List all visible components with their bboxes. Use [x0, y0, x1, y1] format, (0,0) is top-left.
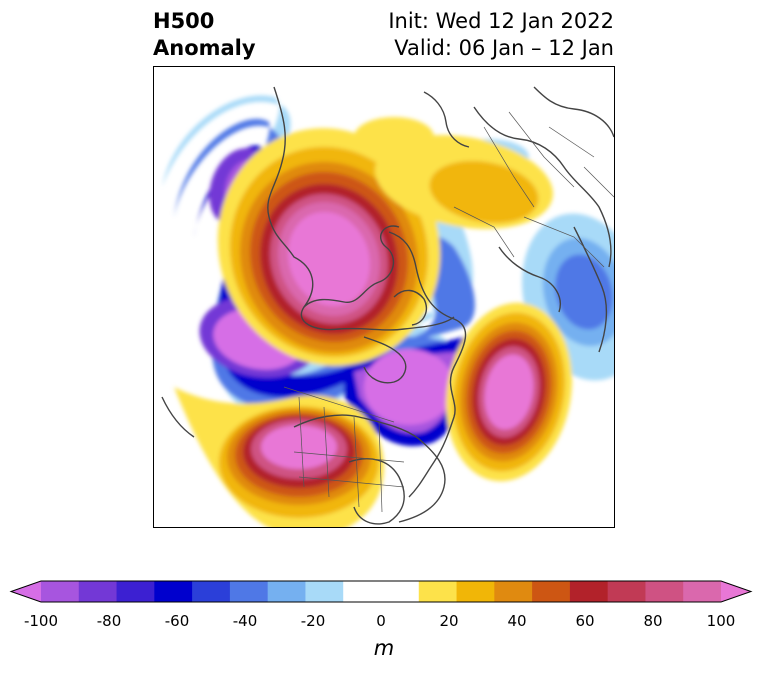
colorbar-segment [645, 581, 684, 602]
colorbar-segment [192, 581, 231, 602]
colorbar-tick-label: 0 [376, 612, 386, 630]
colorbar-segment [41, 581, 80, 602]
colorbar-tick-label: 60 [575, 612, 595, 630]
colorbar-segment [494, 581, 533, 602]
init-date: Init: Wed 12 Jan 2022 [388, 9, 614, 33]
colorbar-segment [154, 581, 193, 602]
colorbar-segment [607, 581, 646, 602]
colorbar-segment [229, 581, 269, 602]
colorbar-tick-label: 100 [706, 612, 736, 630]
borders [283, 111, 614, 513]
colorbar-tick-label: -100 [23, 612, 59, 630]
colorbar-unit: m [373, 636, 395, 660]
colorbar-segment [569, 581, 609, 602]
colorbar-segment [381, 581, 420, 602]
title-line-2: Anomaly [153, 36, 256, 60]
positive-anomaly-southwest [174, 387, 384, 527]
colorbar-segment [683, 581, 722, 602]
colorbar-tick-label: -20 [300, 612, 326, 630]
valid-range: Valid: 06 Jan – 12 Jan [394, 36, 614, 60]
anomaly-map [153, 66, 615, 528]
map-canvas [161, 86, 614, 527]
positive-anomaly-arctic [354, 117, 553, 229]
colorbar-tick-label: 40 [507, 612, 527, 630]
colorbar-extend-max [721, 581, 751, 602]
colorbar-segment [78, 581, 118, 602]
chart-title: H500 Anomaly [153, 8, 256, 62]
colorbar-segment [418, 581, 458, 602]
colorbar-segment [532, 581, 571, 602]
positive-anomaly-atlantic [445, 302, 573, 482]
colorbar-ticks: -100 -80 -60 -40 -20 0 20 40 60 80 100 [0, 612, 768, 632]
date-info: Init: Wed 12 Jan 2022 Valid: 06 Jan – 12… [388, 8, 614, 62]
colorbar-tick-label: -80 [96, 612, 122, 630]
colorbar-segment [305, 581, 344, 602]
colorbar-tick-label: -60 [164, 612, 190, 630]
colorbar [9, 580, 758, 604]
title-line-1: H500 [153, 9, 215, 33]
colorbar-extend-min [11, 581, 41, 602]
colorbar-segment [343, 581, 382, 602]
colorbar-tick-label: 80 [643, 612, 663, 630]
colorbar-outline [9, 580, 753, 603]
colorbar-segment [267, 581, 306, 602]
colorbar-tick-label: -40 [232, 612, 258, 630]
colorbar-segment [116, 581, 155, 602]
coastlines [161, 86, 614, 525]
colorbar-segment [456, 581, 495, 602]
colorbar-tick-label: 20 [439, 612, 459, 630]
colorbar-graphic [9, 580, 753, 603]
